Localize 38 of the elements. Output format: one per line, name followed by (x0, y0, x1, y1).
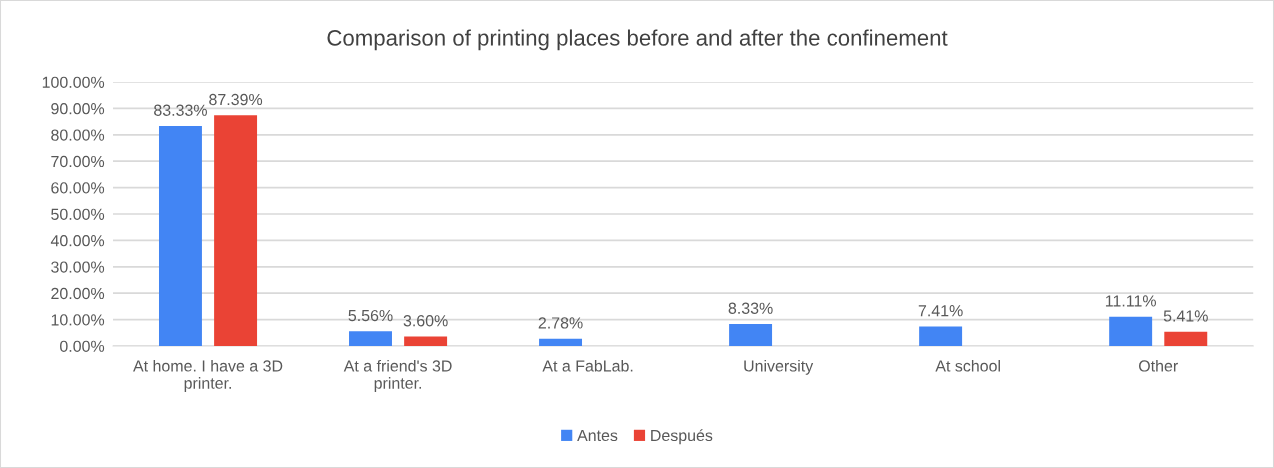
data-label: 7.41% (918, 305, 963, 317)
y-tick-label: 90.00% (51, 103, 105, 115)
y-tick-label: 40.00% (50, 235, 105, 247)
y-tick-label: 30.00% (51, 261, 105, 273)
y-tick-label: 10.00% (51, 314, 105, 326)
x-tick-label: At a friend's 3D printer. (343, 359, 452, 392)
bar (729, 324, 773, 346)
bar (1164, 331, 1208, 346)
x-tick-label: University (744, 359, 814, 375)
data-label: 83.33% (154, 104, 207, 116)
bar (1109, 316, 1153, 346)
data-label: 5.41% (1163, 310, 1208, 322)
data-label: 2.78% (538, 317, 583, 329)
data-label: 5.56% (348, 309, 393, 322)
legend-label: Antes (577, 429, 618, 442)
y-tick-label: 50.00% (51, 208, 105, 220)
legend-label: Después (651, 429, 713, 445)
y-tick-label: 60.00% (51, 182, 105, 194)
data-label: 87.39% (209, 93, 263, 106)
x-tick-label: At school (935, 359, 1000, 372)
y-tick-label: 100.00% (42, 76, 105, 88)
y-tick-label: 20.00% (51, 287, 105, 300)
bar (539, 338, 583, 346)
bar (214, 115, 258, 346)
y-tick-label: 80.00% (51, 129, 105, 141)
x-tick-label: Other (1139, 359, 1178, 372)
data-label: 11.11% (1105, 295, 1156, 307)
x-tick-label: At a FabLab. (542, 359, 633, 372)
bar (158, 126, 202, 346)
data-label: 3.60% (403, 315, 448, 327)
y-tick-label: 70.00% (51, 155, 105, 168)
data-label: 8.33% (728, 302, 773, 314)
x-tick-label: At home. I have a 3D printer. (133, 359, 283, 392)
bar (404, 336, 448, 346)
bar (349, 331, 392, 346)
y-tick-label: 0.00% (60, 340, 105, 352)
bar (919, 326, 963, 346)
chart-title: Comparison of printing places before and after the confinement (327, 29, 948, 51)
